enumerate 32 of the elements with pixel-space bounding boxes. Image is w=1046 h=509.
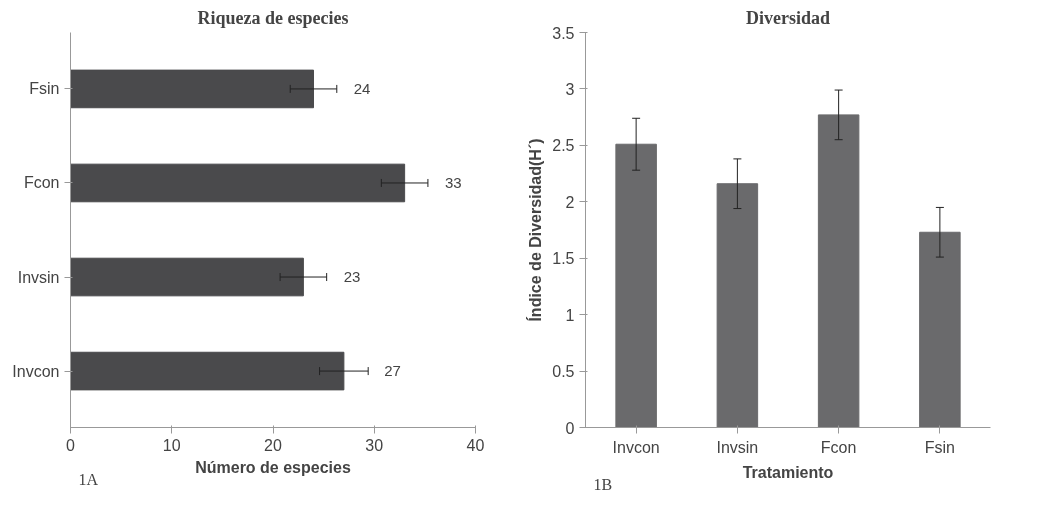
data-label: 24	[353, 79, 371, 97]
x-axis-title: Tratamiento	[742, 463, 834, 481]
y-tick-label: 3.5	[552, 24, 575, 42]
x-tick-label: 0	[66, 436, 76, 454]
x-tick-label: Invsin	[716, 438, 759, 456]
x-tick-label: 30	[365, 436, 384, 454]
y-tick-label: Fsin	[29, 80, 60, 98]
y-tick-label: Invsin	[17, 268, 60, 286]
x-axis-title: Número de especies	[195, 458, 351, 476]
y-tick-label: 1	[565, 306, 575, 324]
x-tick-label: Fcon	[820, 438, 857, 456]
y-tick-label: 2	[565, 193, 575, 211]
text: 1B	[593, 475, 613, 493]
y-tick-label: 2.5	[552, 137, 575, 155]
x-tick-label: Invcon	[612, 438, 660, 456]
y-tick-label: 1.5	[552, 250, 575, 268]
y-tick-label: Fcon	[23, 174, 60, 192]
data-label: 27	[384, 362, 401, 380]
x-tick-label: Fsin	[924, 438, 955, 456]
y-axis-title: Índice de Diversidad(H´)	[526, 138, 545, 322]
x-tick-label: 20	[264, 436, 282, 454]
x-tick-label: 10	[162, 436, 181, 454]
chart-title: Diversidad	[746, 7, 831, 28]
y-tick-label: 0	[565, 419, 575, 437]
y-tick-label: 0.5	[552, 363, 575, 381]
text: 1A	[78, 470, 99, 488]
data-label: 23	[343, 268, 361, 286]
y-tick-label: 3	[565, 80, 575, 98]
data-label: 33	[444, 173, 462, 191]
x-tick-label: 40	[466, 436, 485, 454]
y-tick-label: Invcon	[12, 362, 60, 380]
chart-title: Riqueza de especies	[197, 7, 349, 28]
